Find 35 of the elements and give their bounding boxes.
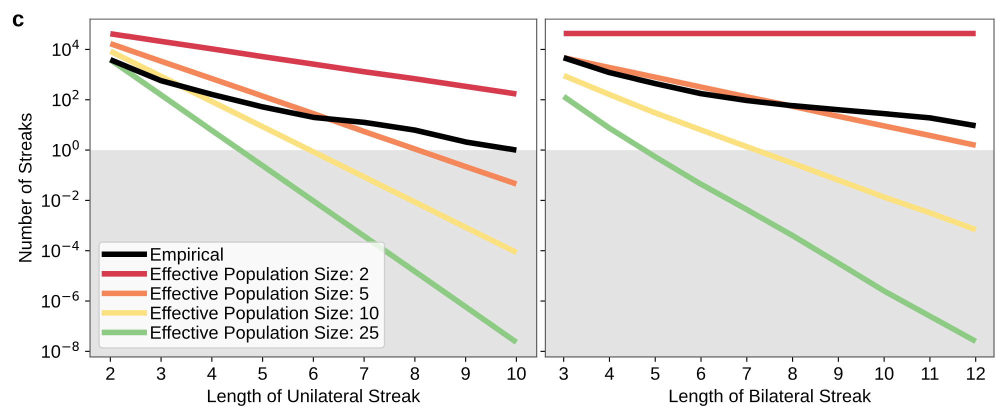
legend-label: Effective Population Size: 10 (151, 306, 378, 323)
y-axis-title: Number of Streaks (18, 113, 32, 262)
x-tick-label: 4 (604, 367, 614, 380)
legend-label: Effective Population Size: 2 (151, 267, 368, 284)
x-tick-label: 5 (650, 367, 660, 380)
x-tick-label: 12 (967, 367, 985, 380)
y-tick-label: 10$^{0}$ (52, 140, 79, 157)
x-tick-label: 8 (788, 367, 797, 380)
y-tick-label: 10$^{−8}$ (42, 341, 79, 358)
y-tick-label: 10$^{−2}$ (42, 190, 78, 207)
x-tick-label: 2 (106, 367, 114, 380)
x-tick-label: 6 (696, 367, 706, 380)
x-tick-label: 8 (410, 367, 420, 380)
legend-label: Empirical (151, 248, 223, 264)
y-tick-label: 10$^{4}$ (52, 40, 80, 56)
x-axis-title: Length of Unilateral Streak (208, 389, 420, 406)
y-tick-label: 10$^{2}$ (52, 90, 78, 106)
x-tick-label: 9 (461, 367, 470, 380)
x-tick-label: 7 (742, 367, 751, 380)
x-tick-label: 3 (559, 367, 568, 380)
x-tick-label: 4 (207, 367, 216, 380)
y-tick-label: 10$^{−4}$ (42, 241, 79, 258)
x-tick-label: 10 (508, 367, 526, 380)
x-tick-label: 6 (309, 367, 318, 380)
x-axis-title: Length of Bilateral Streak (670, 389, 872, 406)
x-tick-label: 5 (258, 367, 267, 380)
x-tick-label: 3 (156, 367, 166, 380)
legend-label: Effective Population Size: 5 (151, 286, 368, 304)
legend-label: Effective Population Size: 25 (151, 326, 378, 342)
x-tick-label: 10 (875, 367, 894, 380)
x-tick-label: 9 (834, 367, 843, 380)
y-tick-label: 10$^{−6}$ (42, 291, 79, 308)
x-tick-label: 7 (360, 367, 368, 380)
text: c (12, 14, 24, 26)
x-tick-label: 11 (922, 367, 938, 380)
